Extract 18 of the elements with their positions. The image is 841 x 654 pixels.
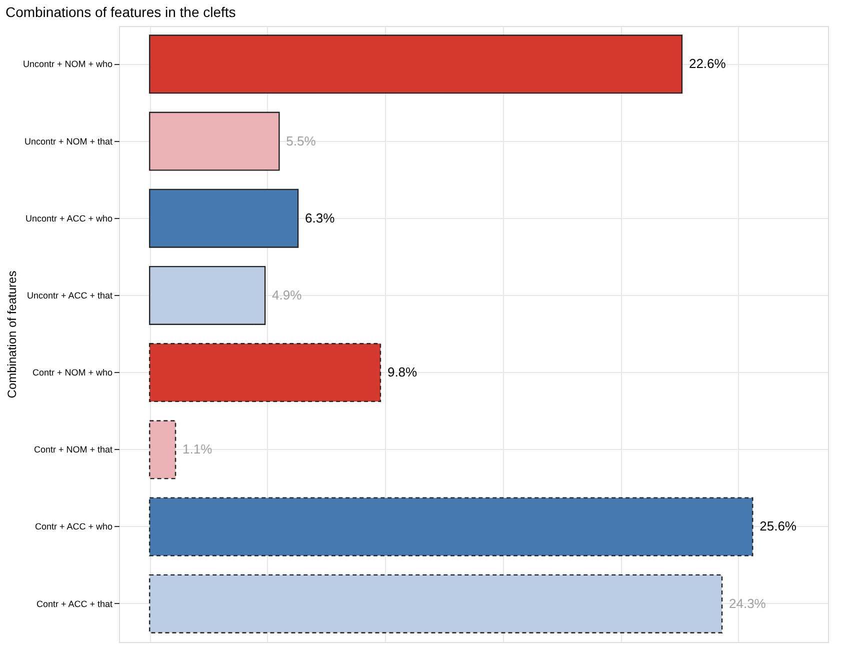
data-label: 25.6% (760, 518, 797, 534)
y-tick-label: Uncontr + ACC + that (26, 290, 113, 300)
y-tick-label: Uncontr + ACC + who (25, 213, 112, 224)
data-label: 9.8% (387, 364, 418, 380)
y-tick-label: Contr + ACC + who (34, 522, 112, 532)
y-tick-label: Contr + NOM + who (32, 368, 112, 378)
y-tick-label: Contr + ACC + that (36, 598, 113, 609)
data-label: 24.3% (729, 596, 766, 611)
data-label: 6.3% (305, 210, 336, 226)
data-label: 5.5% (286, 133, 316, 148)
data-label: 4.9% (272, 287, 302, 302)
y-axis-title: Combination of features (4, 270, 19, 398)
chart-title: Combinations of features in the clefts (5, 4, 236, 20)
y-tick-label: Contr + NOM + that (34, 444, 113, 455)
y-tick-label: Uncontr + NOM + who (22, 59, 112, 70)
y-tick-label: Uncontr + NOM + that (24, 136, 113, 146)
data-label: 22.6% (688, 56, 726, 72)
data-label: 1.1% (182, 442, 213, 457)
